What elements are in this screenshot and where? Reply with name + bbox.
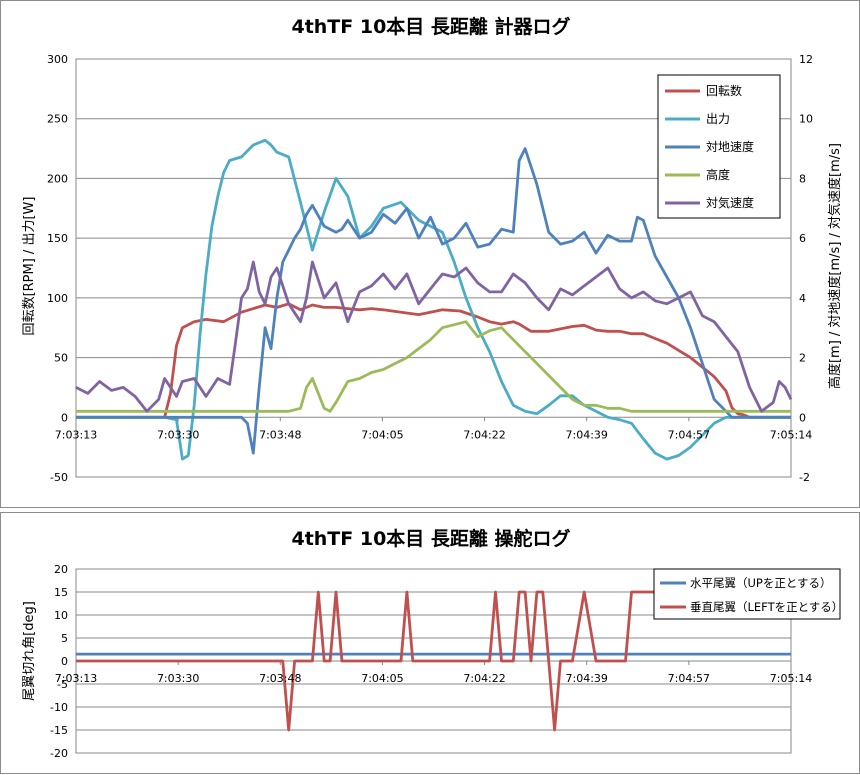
series-line-1 xyxy=(76,138,791,461)
legend-label: 出力 xyxy=(706,112,730,126)
y-tick-label-right: 12 xyxy=(799,53,813,66)
legend: 水平尾翼（UPを正とする） 垂直尾翼（LEFTを正とする） xyxy=(653,568,843,620)
y-tick-label-left: 150 xyxy=(47,232,68,245)
legend-label: 高度 xyxy=(706,167,730,182)
x-tick-label: 7:04:57 xyxy=(668,672,710,685)
legend-label: 回転数 xyxy=(706,83,742,98)
grid xyxy=(75,58,792,478)
y-tick-label-right: 0 xyxy=(799,411,806,424)
y-tick-label: -15 xyxy=(50,724,68,737)
y-tick-label-right: 10 xyxy=(799,113,813,126)
y-tick-label-left: 250 xyxy=(47,113,68,126)
x-tick-label: 7:04:39 xyxy=(566,672,608,685)
y-tick-label-left: 100 xyxy=(47,292,68,305)
y-tick-label-left: 50 xyxy=(54,352,68,365)
x-tick-label: 7:04:22 xyxy=(463,672,505,685)
y-tick-label-left: 200 xyxy=(47,172,68,185)
y-axis-label: 尾翼切れ角[deg] xyxy=(22,601,37,701)
y-tick-label-right: 8 xyxy=(799,172,806,185)
chart-title: 4thTF 10本目 長距離 計器ログ xyxy=(291,15,570,38)
legend-box xyxy=(653,568,841,620)
x-tick-label: 7:04:22 xyxy=(463,428,505,441)
steering-log-chart: 4thTF 10本目 長距離 操舵ログ 20 15 10 5 0 -5 -10 -15 -20 7… xyxy=(0,512,860,774)
y-tick-label-right: 6 xyxy=(799,232,806,245)
legend-label: 水平尾翼（UPを正とする） xyxy=(690,576,832,590)
y-tick-label: 5 xyxy=(61,632,68,645)
steering-log-svg: 4thTF 10本目 長距離 操舵ログ 20 15 10 5 0 -5 -10 -15 -20 7… xyxy=(22,527,843,760)
chart-title: 4thTF 10本目 長距離 操舵ログ xyxy=(291,527,570,550)
x-tick-label: 7:05:14 xyxy=(770,672,812,685)
series-line-0 xyxy=(76,302,791,419)
y-tick-label-left: 0 xyxy=(61,411,68,424)
series-lines xyxy=(75,138,793,461)
instrument-log-svg: 4thTF 10本目 長距離 計器ログ -5005010015020025030… xyxy=(22,15,843,484)
y-tick-label-right: 2 xyxy=(799,352,806,365)
tick-labels: 20 15 10 5 0 -5 -10 -15 -20 7:03:13 7:03:30 7:03:48… xyxy=(50,563,812,760)
y-tick-label: -5 xyxy=(57,678,68,691)
x-tick-label: 7:03:48 xyxy=(259,428,301,441)
x-tick-label: 7:04:05 xyxy=(361,428,403,441)
x-tick-label: 7:05:14 xyxy=(770,428,812,441)
x-tick-label: 7:03:13 xyxy=(55,428,97,441)
legend-label: 対気速度 xyxy=(706,195,754,210)
series-lines xyxy=(76,590,791,732)
instrument-log-chart: 4thTF 10本目 長距離 計器ログ -50 0 50 100 150 200 250 30… xyxy=(0,0,860,508)
legend-label: 垂直尾翼（LEFTを正とする） xyxy=(690,600,843,614)
y-tick-label-left: 300 xyxy=(47,53,68,66)
x-tick-label: 7:04:57 xyxy=(668,428,710,441)
y-tick-label-right: -2 xyxy=(799,471,810,484)
y-tick-label-right: 4 xyxy=(799,292,806,305)
y-axis-label-left: 回転数[RPM] / 出力[W] xyxy=(22,197,37,336)
x-tick-label: 7:03:30 xyxy=(157,672,199,685)
y-tick-label: 15 xyxy=(54,586,68,599)
tick-labels: -50 0 50 100 150 200 250 300 -2 0 2 4 6 8 10 12 7:03:13 7… xyxy=(47,53,813,484)
y-tick-label: 20 xyxy=(54,563,68,576)
y-axis-label-right: 高度[m] / 対地速度[m/s] / 対気速度[m/s] xyxy=(827,143,843,389)
series-line-1 xyxy=(76,590,791,732)
series-line-4 xyxy=(75,260,793,413)
x-tick-label: 7:04:05 xyxy=(361,672,403,685)
y-tick-label: 10 xyxy=(54,609,68,622)
y-tick-label: 0 xyxy=(61,655,68,668)
x-tick-label: 7:03:30 xyxy=(157,428,199,441)
x-tick-label: 7:03:48 xyxy=(259,672,301,685)
y-tick-label-left: -50 xyxy=(50,471,68,484)
legend-label: 対地速度 xyxy=(706,139,754,154)
x-tick-label: 7:04:39 xyxy=(566,428,608,441)
series-line-2 xyxy=(76,147,791,455)
y-tick-label: -20 xyxy=(50,747,68,760)
series-line-3 xyxy=(76,320,791,413)
y-tick-label: -10 xyxy=(50,701,68,714)
x-tick-label: 7:03:13 xyxy=(55,672,97,685)
